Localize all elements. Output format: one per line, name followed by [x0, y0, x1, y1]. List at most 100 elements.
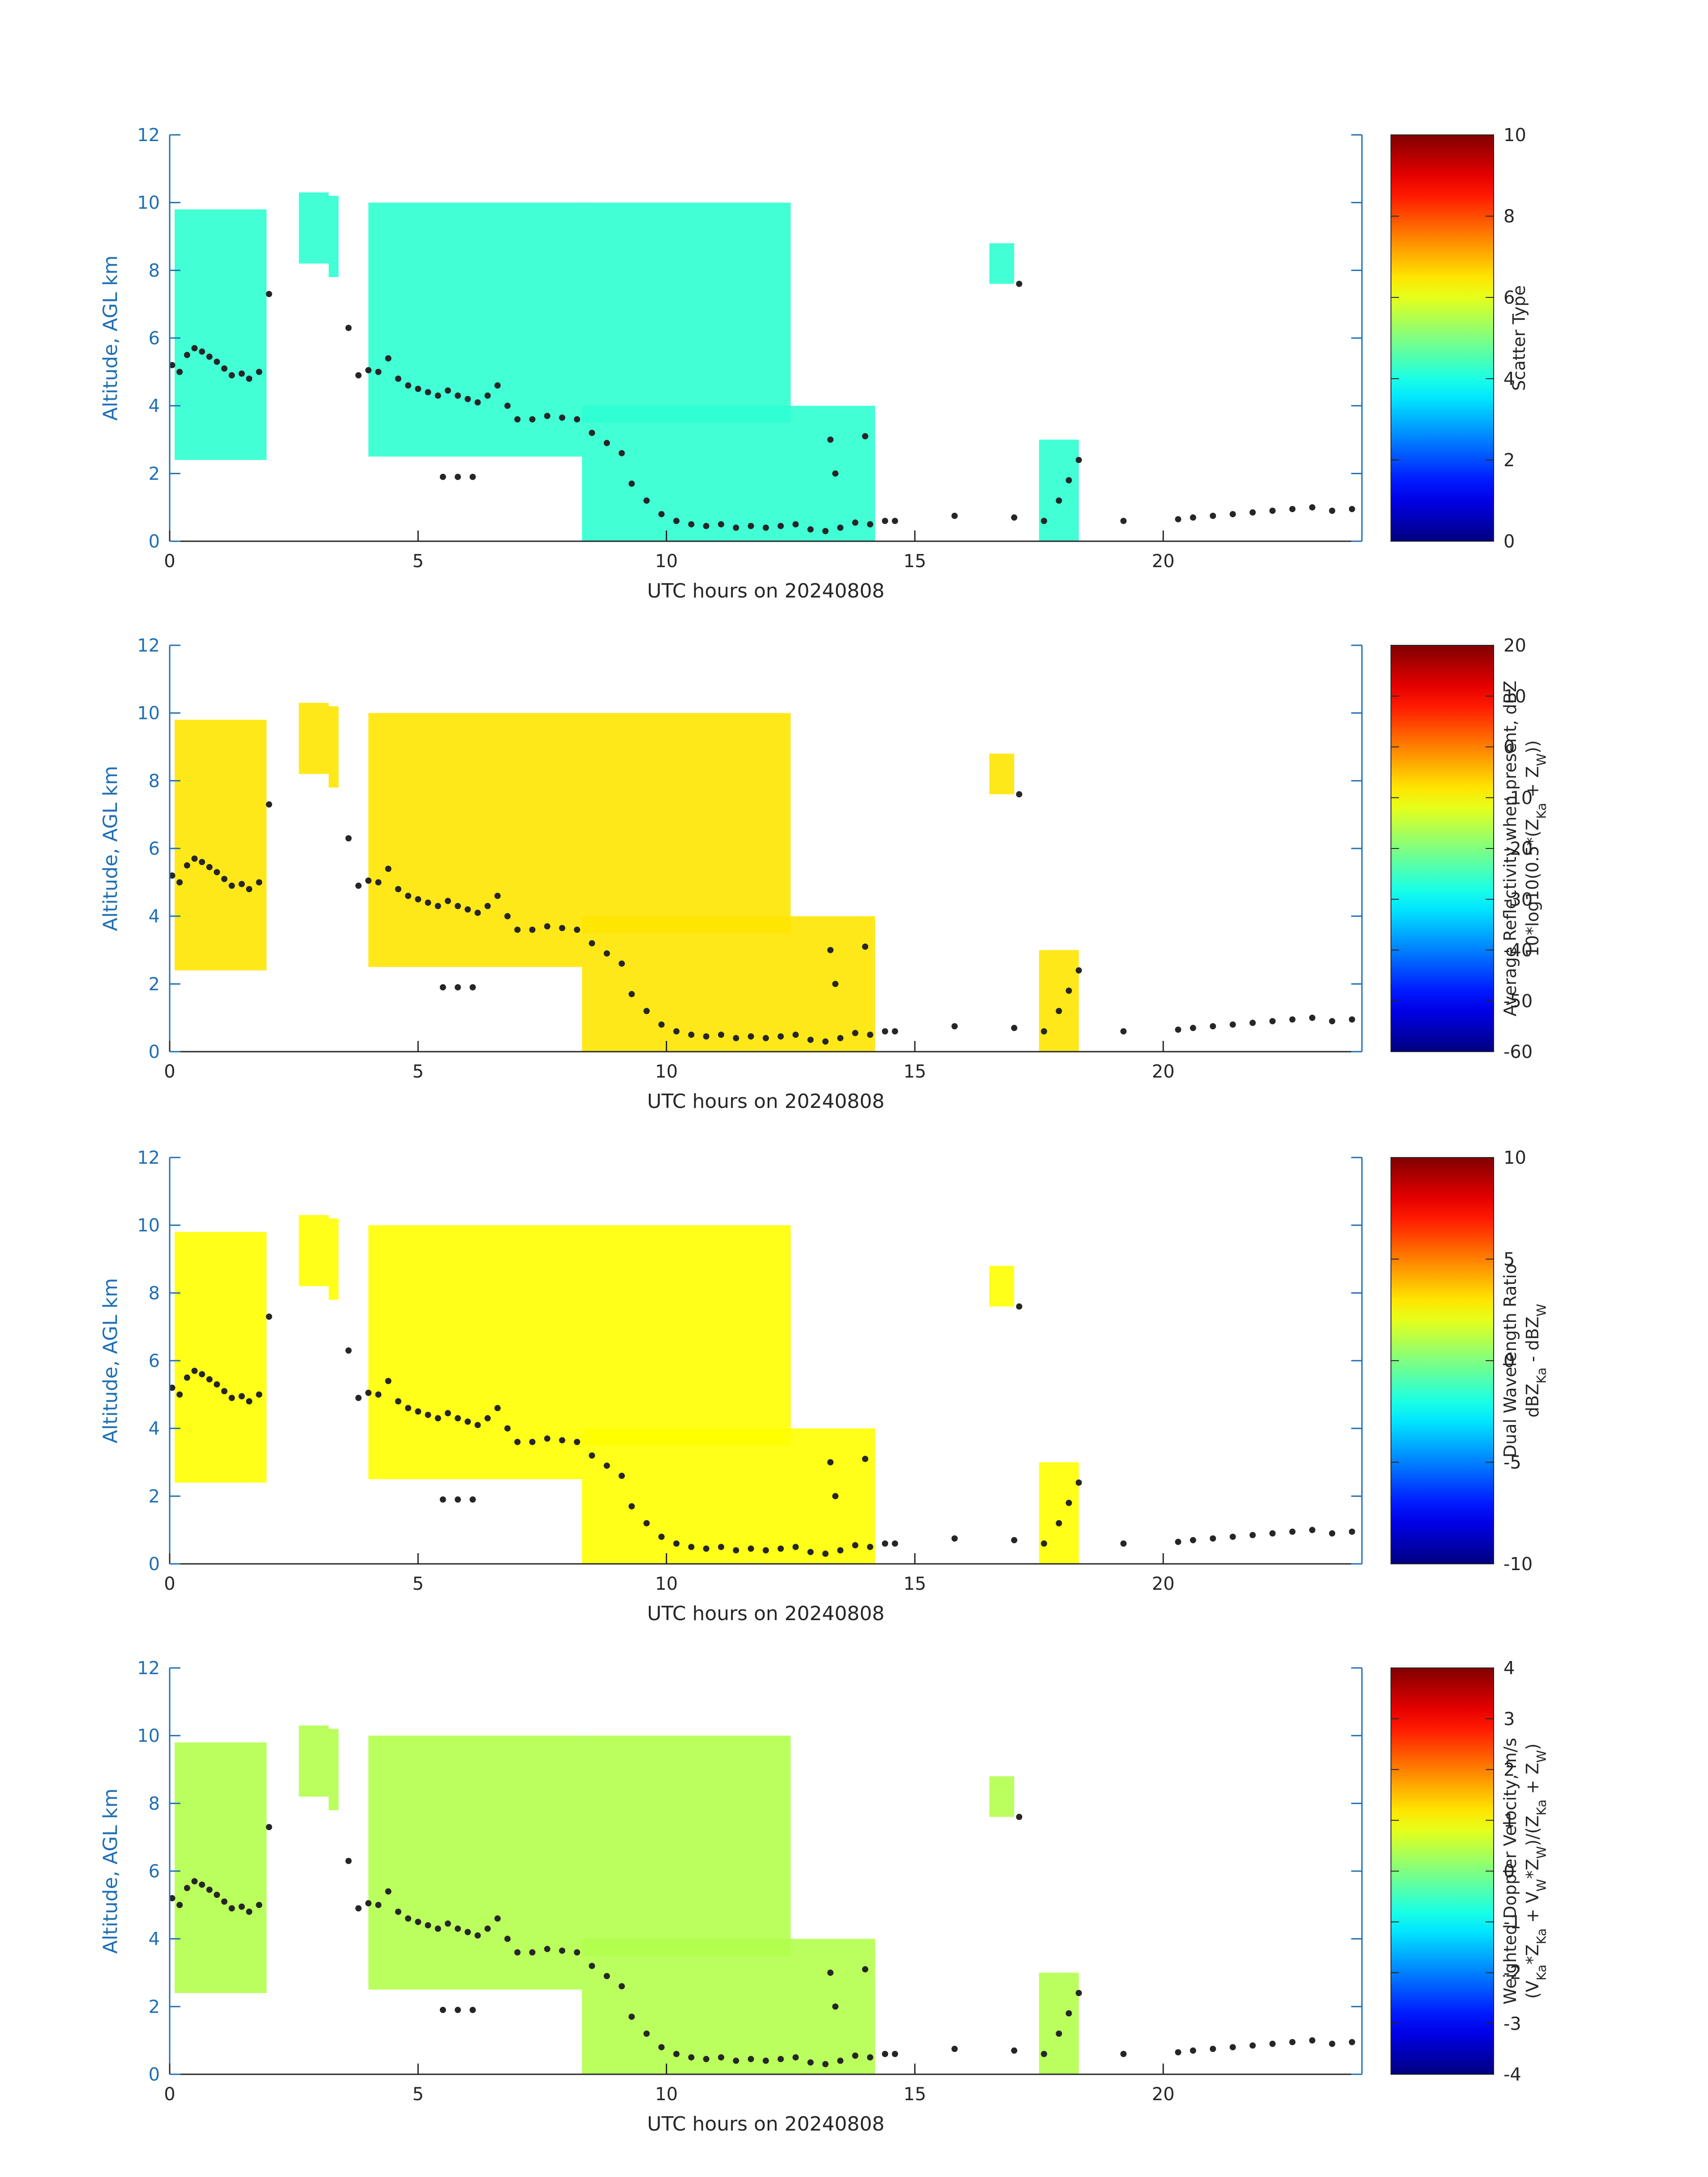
data-point — [1269, 1530, 1276, 1537]
data-point — [882, 518, 888, 524]
data-point — [1190, 2047, 1196, 2054]
data-point — [1016, 791, 1023, 798]
colorbar-tick-label: -3 — [1503, 2014, 1521, 2034]
data-point — [892, 1028, 898, 1035]
data-point — [792, 521, 799, 528]
data-point — [425, 1412, 431, 1418]
data-point — [658, 1534, 665, 1540]
data-point — [266, 1313, 272, 1320]
data-point — [455, 984, 461, 990]
data-point — [777, 522, 784, 529]
data-point — [469, 1496, 476, 1503]
data-point — [206, 1376, 213, 1383]
data-point — [604, 440, 610, 447]
data-point — [1309, 504, 1315, 511]
data-point — [199, 1371, 205, 1378]
colorbar-tick-label: -2 — [1503, 1963, 1521, 1984]
x-tick-label: 10 — [655, 2084, 678, 2105]
data-point — [474, 1932, 481, 1939]
data-point — [1229, 1534, 1236, 1540]
colorbar-tick-label: -60 — [1503, 1042, 1533, 1062]
data-point — [673, 2051, 680, 2057]
y-tick-label: 2 — [149, 464, 160, 484]
data-point — [455, 392, 461, 399]
data-region — [329, 706, 339, 788]
data-point — [1289, 1016, 1296, 1023]
x-tick-label: 0 — [164, 1061, 175, 1082]
data-point — [246, 376, 252, 382]
data-point — [1011, 2047, 1018, 2054]
data-point — [1175, 2049, 1182, 2056]
data-point — [494, 1915, 501, 1922]
y-axis-label: Altitude, AGL km — [99, 255, 122, 421]
data-point — [733, 2057, 739, 2064]
data-point — [213, 359, 220, 365]
data-point — [514, 1439, 521, 1445]
data-point — [385, 355, 392, 362]
data-region — [989, 243, 1015, 284]
colorbar-tick-label: 10 — [1503, 686, 1526, 707]
x-tick-label: 20 — [1152, 551, 1175, 572]
data-point — [1011, 1024, 1018, 1031]
data-point — [807, 1036, 814, 1043]
data-point — [733, 1035, 739, 1041]
data-region — [1039, 950, 1079, 1052]
data-region — [1039, 1972, 1079, 2074]
data-point — [733, 524, 739, 531]
colorbar-tick-label: -1 — [1503, 1912, 1521, 1933]
data-point — [191, 1878, 198, 1885]
data-point — [206, 353, 213, 360]
data-region — [989, 1776, 1015, 1817]
x-axis-label: UTC hours on 20240808 — [647, 1090, 885, 1113]
y-tick-label: 4 — [149, 1929, 160, 1950]
data-region — [582, 713, 791, 933]
data-point — [229, 882, 235, 889]
data-point — [1329, 507, 1336, 514]
data-point — [1120, 518, 1127, 524]
data-point — [455, 2006, 461, 2013]
data-region — [582, 1428, 875, 1564]
data-point — [559, 925, 565, 932]
data-point — [405, 1405, 411, 1412]
data-point — [484, 1925, 491, 1932]
data-point — [1016, 1813, 1023, 1820]
data-point — [484, 903, 491, 909]
x-tick-label: 10 — [655, 551, 678, 572]
data-point — [1075, 1990, 1082, 1996]
y-tick-label: 0 — [149, 2064, 160, 2085]
colorbar: 0 2 4 6 8 10 Scatter Type — [1391, 125, 1529, 552]
data-point — [176, 368, 183, 375]
data-region — [1039, 439, 1079, 541]
colorbar: -60 -50 -40 -30 -20 -10 0 10 20 Average Reflectiv… — [1391, 635, 1549, 1062]
data-point — [892, 1540, 898, 1547]
x-tick-label: 5 — [413, 2084, 424, 2105]
data-region — [175, 719, 267, 970]
data-point — [827, 436, 834, 443]
data-point — [827, 947, 834, 953]
data-point — [256, 368, 263, 375]
data-point — [355, 882, 362, 889]
colorbar-tick-label: -30 — [1503, 890, 1533, 910]
data-point — [445, 1410, 451, 1417]
data-point — [618, 1472, 625, 1479]
data-point — [807, 526, 814, 533]
data-point — [574, 927, 580, 933]
colorbar-tick-label: 2 — [1503, 450, 1515, 471]
data-point — [618, 450, 625, 456]
data-point — [355, 1905, 362, 1912]
data-point — [1210, 513, 1216, 519]
colorbar-tick-label: 0 — [1503, 1351, 1515, 1371]
data-point — [589, 430, 595, 436]
data-region — [989, 1266, 1015, 1307]
data-point — [718, 1544, 724, 1550]
colorbar-tick-label: 5 — [1503, 1249, 1515, 1270]
data-point — [246, 1909, 252, 1915]
y-tick-label: 10 — [137, 703, 160, 724]
data-point — [221, 876, 228, 882]
y-tick-label: 8 — [149, 260, 160, 281]
data-point — [733, 1547, 739, 1554]
colorbar-tick-label: 0 — [1503, 737, 1515, 758]
y-tick-label: 4 — [149, 396, 160, 417]
data-point — [191, 855, 198, 862]
data-point — [529, 1949, 536, 1956]
